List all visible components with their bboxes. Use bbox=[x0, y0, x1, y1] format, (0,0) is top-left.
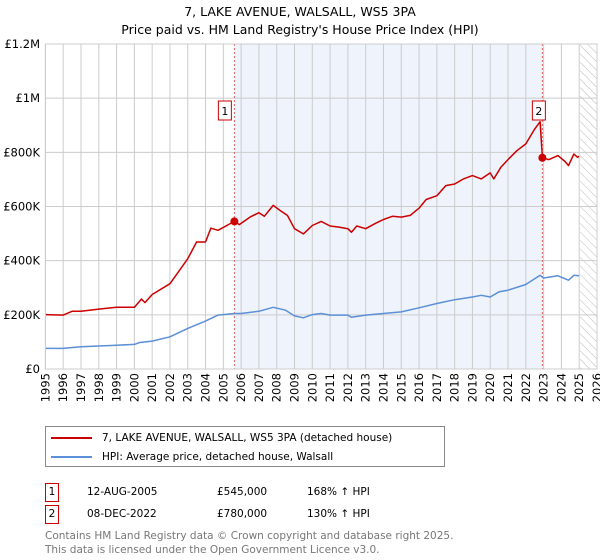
x-tick-label: 2022 bbox=[519, 373, 533, 402]
sale-number-badge: 1 bbox=[45, 483, 59, 502]
sale-label: 2 bbox=[535, 105, 542, 118]
x-tick-label: 2002 bbox=[163, 373, 177, 402]
x-tick-label: 2020 bbox=[483, 373, 497, 402]
chart-title: 7, LAKE AVENUE, WALSALL, WS5 3PA bbox=[184, 4, 416, 19]
x-tick-label: 2012 bbox=[341, 373, 355, 402]
x-tick-label: 1995 bbox=[38, 373, 52, 402]
sale-date: 08-DEC-2022 bbox=[87, 508, 157, 520]
x-tick-label: 2023 bbox=[537, 373, 551, 402]
legend-item-property: 7, LAKE AVENUE, WALSALL, WS5 3PA (detach… bbox=[51, 430, 392, 446]
x-tick-label: 2006 bbox=[234, 373, 248, 402]
x-tick-label: 1997 bbox=[74, 373, 88, 402]
footer-copyright: Contains HM Land Registry data © Crown c… bbox=[45, 530, 454, 542]
x-tick-label: 2016 bbox=[412, 373, 426, 402]
x-tick-label: 2017 bbox=[430, 373, 444, 402]
x-tick-label: 2026 bbox=[590, 373, 600, 402]
sale-label: 1 bbox=[221, 105, 228, 118]
legend-item-hpi: HPI: Average price, detached house, Wals… bbox=[51, 449, 333, 465]
x-tick-label: 1996 bbox=[56, 373, 70, 402]
sale-label-box bbox=[217, 100, 232, 121]
sale-number-badge: 2 bbox=[45, 505, 59, 524]
legend-label-hpi: HPI: Average price, detached house, Wals… bbox=[102, 451, 334, 463]
x-tick-label: 2013 bbox=[359, 373, 373, 402]
plot-border bbox=[44, 43, 598, 370]
sale-price: £780,000 bbox=[217, 508, 268, 520]
x-tick-label: 2015 bbox=[394, 373, 408, 402]
x-tick-label: 2014 bbox=[376, 373, 390, 402]
x-tick-label: 1999 bbox=[110, 373, 124, 402]
x-tick-label: 2024 bbox=[554, 373, 568, 402]
sale-point bbox=[230, 217, 239, 226]
y-tick-label: £200K bbox=[3, 308, 40, 322]
sale-hpi-change: 130% ↑ HPI bbox=[307, 508, 370, 520]
legend-swatch-hpi bbox=[51, 456, 92, 458]
x-tick-label: 2021 bbox=[501, 373, 515, 402]
y-tick-label: £0 bbox=[25, 362, 40, 376]
sale-price: £545,000 bbox=[217, 486, 268, 498]
sale-hpi-change: 168% ↑ HPI bbox=[307, 486, 370, 498]
footer-licence: This data is licensed under the Open Gov… bbox=[45, 544, 380, 556]
x-tick-label: 2025 bbox=[572, 373, 586, 402]
x-tick-label: 2009 bbox=[288, 373, 302, 402]
sale-point bbox=[538, 153, 547, 162]
x-tick-label: 2019 bbox=[465, 373, 479, 402]
sale-date: 12-AUG-2005 bbox=[87, 486, 158, 498]
y-tick-label: £400K bbox=[3, 254, 40, 268]
price-chart: 1995 1996 1997 1998 1999 2000 2001 2002 2003 2004… bbox=[3, 37, 600, 402]
legend: 7, LAKE AVENUE, WALSALL, WS5 3PA (detach… bbox=[45, 426, 445, 467]
x-tick-label: 2011 bbox=[323, 373, 337, 402]
x-tick-label: 1998 bbox=[92, 373, 106, 402]
chart-subtitle: Price paid vs. HM Land Registry's House … bbox=[121, 22, 479, 37]
x-tick-label: 2003 bbox=[181, 373, 195, 402]
x-tick-label: 2005 bbox=[216, 373, 230, 402]
y-tick-label: £600K bbox=[3, 200, 40, 214]
x-tick-label: 2018 bbox=[448, 373, 462, 402]
hpi-line bbox=[45, 274, 580, 350]
y-tick-label: £1.2M bbox=[4, 37, 40, 51]
y-tick-label: £800K bbox=[3, 145, 40, 159]
legend-label-property: 7, LAKE AVENUE, WALSALL, WS5 3PA (detach… bbox=[102, 432, 393, 444]
sale-label-box bbox=[531, 100, 546, 121]
x-tick-label: 2010 bbox=[305, 373, 319, 402]
x-tick-label: 2001 bbox=[145, 373, 159, 402]
x-tick-label: 2004 bbox=[199, 373, 213, 402]
property-price-line bbox=[45, 120, 580, 316]
x-tick-label: 2000 bbox=[127, 373, 141, 402]
y-tick-label: £1M bbox=[15, 91, 40, 105]
legend-swatch-property bbox=[51, 437, 92, 439]
x-tick-label: 2007 bbox=[252, 373, 266, 402]
x-tick-label: 2008 bbox=[270, 373, 284, 402]
